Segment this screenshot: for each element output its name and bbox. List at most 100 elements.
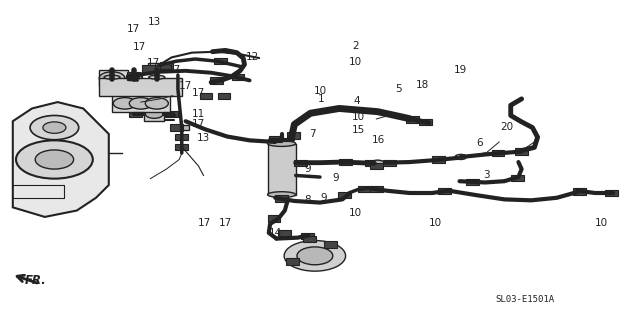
Bar <box>406 116 419 123</box>
Bar <box>358 186 371 192</box>
Bar <box>99 78 182 96</box>
Bar <box>268 215 280 222</box>
Bar <box>160 62 173 69</box>
Text: 15: 15 <box>352 125 365 135</box>
Ellipse shape <box>104 75 120 79</box>
Ellipse shape <box>455 154 467 160</box>
Bar <box>370 186 383 192</box>
Bar <box>129 111 142 117</box>
Bar <box>287 132 300 139</box>
Bar <box>210 77 223 84</box>
Bar <box>165 111 178 117</box>
Bar <box>99 70 128 86</box>
Text: FR.: FR. <box>24 274 46 286</box>
Text: 16: 16 <box>372 135 385 145</box>
Text: 13: 13 <box>197 133 210 143</box>
Ellipse shape <box>149 75 165 79</box>
Circle shape <box>284 241 346 271</box>
Text: 17: 17 <box>133 42 146 52</box>
Text: 17: 17 <box>127 24 140 34</box>
Bar <box>144 107 164 121</box>
Text: 13: 13 <box>148 17 161 27</box>
Bar <box>175 134 188 140</box>
Text: 17: 17 <box>179 81 192 91</box>
Text: 14: 14 <box>269 228 282 238</box>
Text: 6: 6 <box>477 138 483 148</box>
Bar <box>365 160 378 166</box>
Text: 10: 10 <box>429 218 442 228</box>
Text: 1: 1 <box>318 94 324 104</box>
Text: 7: 7 <box>309 129 316 139</box>
Circle shape <box>145 98 168 109</box>
Bar <box>269 136 282 142</box>
Bar <box>511 175 524 181</box>
Bar <box>515 148 528 155</box>
Bar <box>466 179 479 185</box>
Circle shape <box>99 72 125 85</box>
Text: 17: 17 <box>147 58 160 68</box>
Text: 10: 10 <box>595 218 608 228</box>
Bar <box>214 58 227 64</box>
Text: 10: 10 <box>349 57 362 67</box>
Text: 3: 3 <box>483 170 490 180</box>
Circle shape <box>30 115 79 140</box>
Text: 12: 12 <box>246 52 259 62</box>
Text: 10: 10 <box>314 86 326 96</box>
Text: SL03-E1501A: SL03-E1501A <box>495 295 554 304</box>
Bar <box>155 65 168 72</box>
Bar <box>278 230 291 236</box>
Bar <box>383 160 396 166</box>
Bar <box>432 156 445 163</box>
Polygon shape <box>13 102 109 217</box>
Bar <box>286 258 299 265</box>
Circle shape <box>297 247 333 265</box>
Ellipse shape <box>127 75 143 79</box>
Text: 11: 11 <box>192 109 205 119</box>
Text: 19: 19 <box>454 64 467 75</box>
Text: 20: 20 <box>500 122 513 132</box>
Bar <box>232 74 244 80</box>
Bar <box>112 95 170 112</box>
Text: 8: 8 <box>304 195 310 205</box>
Text: 17: 17 <box>198 218 211 228</box>
Bar <box>324 241 337 248</box>
Bar <box>142 65 155 72</box>
Circle shape <box>43 122 66 133</box>
Bar <box>303 236 316 242</box>
Bar <box>301 233 314 239</box>
Circle shape <box>113 98 136 109</box>
Ellipse shape <box>268 141 296 146</box>
Text: 5: 5 <box>395 84 401 94</box>
Bar <box>129 75 142 81</box>
Bar <box>200 93 212 99</box>
Text: 17: 17 <box>219 218 232 228</box>
Bar <box>294 160 307 166</box>
Circle shape <box>129 98 152 109</box>
Bar <box>174 125 189 130</box>
Text: 9: 9 <box>320 193 326 203</box>
Bar <box>268 144 296 195</box>
Ellipse shape <box>268 192 296 197</box>
Bar <box>148 63 164 71</box>
Circle shape <box>16 140 93 179</box>
Text: 18: 18 <box>416 80 429 91</box>
Text: 2: 2 <box>352 41 358 51</box>
Text: 4: 4 <box>354 96 360 107</box>
Bar <box>339 159 352 165</box>
Bar <box>370 163 383 169</box>
Text: 17: 17 <box>192 87 205 98</box>
Circle shape <box>35 150 74 169</box>
Text: 10: 10 <box>349 208 362 218</box>
Bar <box>170 124 183 131</box>
Text: 17: 17 <box>168 64 180 75</box>
Bar <box>338 192 351 198</box>
Text: 9: 9 <box>333 173 339 183</box>
Bar <box>492 150 504 156</box>
Bar <box>419 119 432 125</box>
Bar <box>438 188 451 194</box>
Text: 9: 9 <box>304 164 310 174</box>
Text: 10: 10 <box>352 112 365 122</box>
Ellipse shape <box>371 160 385 167</box>
Bar <box>573 188 586 195</box>
Bar <box>218 93 230 99</box>
